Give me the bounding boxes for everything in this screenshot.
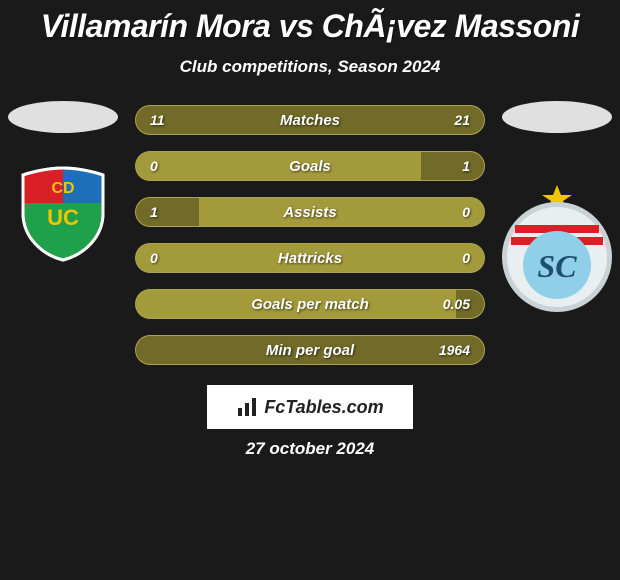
stat-bar-right-fill — [136, 336, 484, 364]
stat-label: Goals per match — [136, 290, 484, 318]
svg-text:UC: UC — [47, 205, 79, 230]
stat-bar-left-fill — [136, 198, 199, 226]
stat-bar: Hattricks0 0 — [135, 243, 485, 273]
stat-bar-right-fill — [254, 106, 484, 134]
stat-bar: Goals01 — [135, 151, 485, 181]
right-column: SC — [497, 101, 617, 315]
svg-text:CD: CD — [51, 180, 74, 197]
svg-text:SC: SC — [537, 248, 577, 284]
brand-badge: FcTables.com — [207, 385, 413, 429]
stat-bar: Min per goal1964 — [135, 335, 485, 365]
footer-date: 27 october 2024 — [0, 439, 620, 459]
right-crest-svg: SC — [497, 185, 617, 315]
subtitle: Club competitions, Season 2024 — [0, 57, 620, 77]
stat-bar-right-fill — [421, 152, 484, 180]
stat-right-value: 0 — [462, 198, 470, 226]
left-crest-svg: CD UC — [13, 163, 113, 263]
stats-bars: Matches1121Goals01Assists10Hattricks00Go… — [135, 101, 485, 365]
brand-text: FcTables.com — [264, 397, 383, 418]
right-oval — [502, 101, 612, 133]
stat-bar-right-fill — [456, 290, 484, 318]
page-title: Villamarín Mora vs ChÃ¡vez Massoni — [0, 8, 620, 45]
content-row: CD UC Matches1121 Goals01 Assists10 Hattric… — [0, 101, 620, 365]
left-club-crest: CD UC — [13, 163, 113, 263]
stat-bar-left-fill — [136, 106, 254, 134]
left-oval — [8, 101, 118, 133]
left-column: CD UC — [3, 101, 123, 263]
brand-icon — [236, 396, 258, 418]
right-club-crest: SC — [497, 185, 617, 315]
stat-left-value: 0 — [150, 152, 158, 180]
stat-bar: Goals per match0.05 — [135, 289, 485, 319]
stat-bar: Matches1121 — [135, 105, 485, 135]
stat-left-value: 0 — [150, 244, 158, 272]
comparison-card: Villamarín Mora vs ChÃ¡vez Massoni Club … — [0, 0, 620, 459]
stat-right-value: 0 — [462, 244, 470, 272]
stat-label: Hattricks — [136, 244, 484, 272]
stat-bar: Assists10 — [135, 197, 485, 227]
